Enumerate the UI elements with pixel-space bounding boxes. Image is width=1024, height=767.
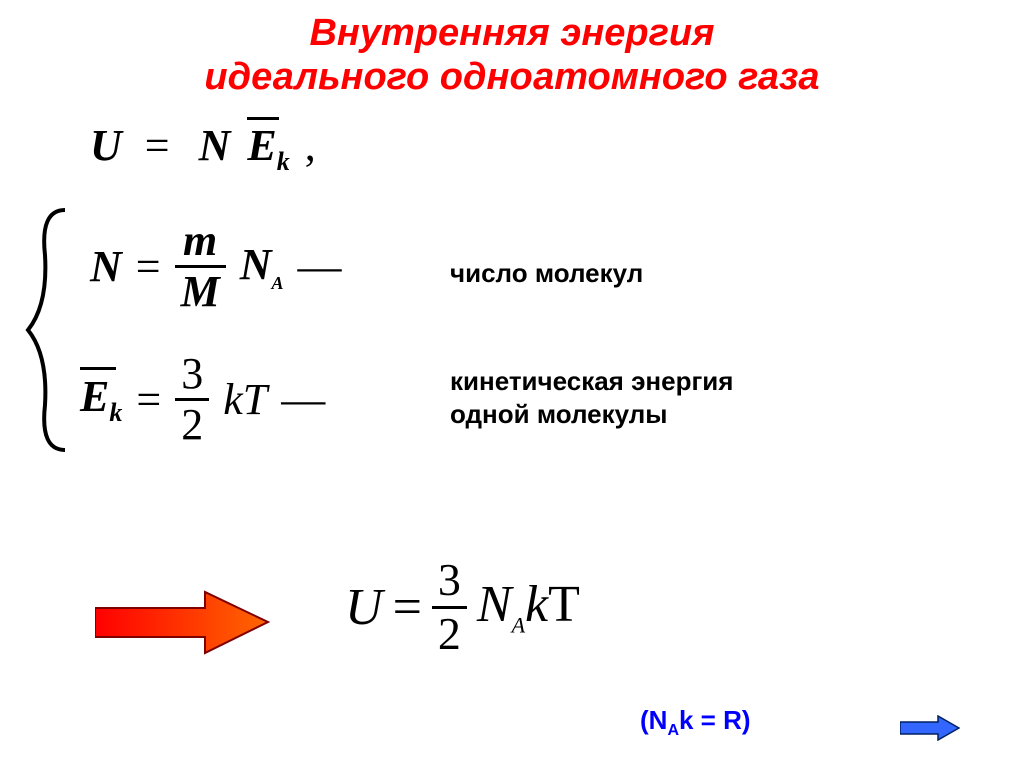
- frac-den-2f: 2: [432, 609, 467, 660]
- brace-block: N = m M NA — число молекул Ek = 3 2 kT —…: [20, 195, 900, 455]
- comma: ,: [305, 121, 316, 170]
- sym-U: U: [90, 121, 122, 170]
- sym-Nf: N: [477, 576, 512, 633]
- sym-U-final: U: [345, 578, 383, 637]
- sym-k: k: [223, 375, 243, 424]
- fraction-mM: m M: [175, 217, 226, 317]
- title-line1: Внутренняя энергия: [309, 12, 714, 54]
- frac-den-2: 2: [175, 401, 209, 449]
- blue-arrow-icon: [900, 715, 960, 741]
- slide-title: Внутренняя энергия идеального одноатомно…: [0, 0, 1024, 99]
- sym-Ebar2: Ek: [80, 371, 122, 428]
- overbar2: [80, 367, 116, 370]
- overbar: [247, 117, 279, 120]
- sym-eq-final: =: [393, 578, 422, 637]
- sym-eq: =: [145, 121, 170, 170]
- red-arrow-icon: [95, 590, 270, 655]
- sym-T: T: [243, 375, 267, 424]
- label-ke-l1: кинетическая энергия: [450, 366, 733, 396]
- sym-kf: k: [525, 576, 548, 633]
- fraction-32-final: 3 2: [432, 555, 467, 659]
- frac-num-3f: 3: [432, 555, 467, 606]
- label-kinetic-energy: кинетическая энергия одной молекулы: [450, 365, 733, 430]
- equation-N: N = m M NA —: [90, 217, 342, 317]
- title-line2: идеального одноатомного газа: [204, 56, 819, 98]
- frac-den-M: M: [175, 268, 226, 316]
- sym-E: E: [247, 121, 276, 170]
- sym-N2: N: [90, 241, 122, 292]
- sym-N: N: [199, 121, 231, 170]
- sym-NAsub-f: A: [512, 613, 525, 638]
- sym-Ek-sub: k: [277, 147, 290, 176]
- sym-NA-N: N: [240, 240, 272, 289]
- frac-num-3: 3: [175, 350, 209, 398]
- sym-NA-sub: A: [272, 273, 284, 293]
- sym-E2: E: [80, 372, 109, 421]
- equation-final: U = 3 2 NAkT: [345, 555, 580, 659]
- sym-NA: NA: [240, 239, 284, 294]
- note-nak-r: (NAk = R): [640, 705, 751, 740]
- sym-kT: kT: [223, 374, 267, 425]
- fraction-32: 3 2: [175, 350, 209, 450]
- sym-Tf: T: [548, 576, 580, 633]
- label-molecule-count: число молекул: [450, 258, 643, 289]
- sym-Ebar: Ek: [247, 121, 300, 170]
- note-open: (N: [640, 705, 667, 735]
- dash1: —: [298, 241, 342, 292]
- note-mid: k = R): [679, 705, 751, 735]
- label-ke-l2: одной молекулы: [450, 399, 667, 429]
- sym-Ek-sub2: k: [109, 398, 122, 427]
- dash2: —: [281, 374, 325, 425]
- curly-brace-icon: [20, 205, 75, 455]
- note-sub: A: [667, 722, 679, 739]
- frac-num-m: m: [177, 217, 223, 265]
- equation-main: U = N Ek ,: [90, 120, 316, 177]
- sym-eq3: =: [136, 374, 161, 425]
- sym-eq2: =: [136, 241, 161, 292]
- sym-NAkT: NAkT: [477, 575, 580, 638]
- equation-Ek: Ek = 3 2 kT —: [80, 350, 325, 450]
